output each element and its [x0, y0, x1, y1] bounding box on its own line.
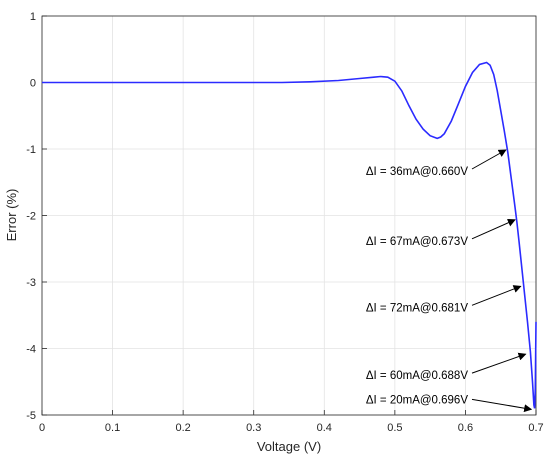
plot-frame [41, 15, 537, 416]
tick-labels: 0 0.1 0.2 0.3 0.4 0.5 0.6 0.7 1 0 -1 -2 -3 -4 -5 [26, 11, 543, 434]
x-tick-label: 0.1 [105, 422, 120, 434]
x-tick-label: 0.6 [458, 422, 473, 434]
annotation-label: ΔI = 72mA@0.681V [366, 302, 468, 314]
y-tick-label: -3 [26, 277, 36, 289]
x-tick-label: 0.5 [387, 422, 402, 434]
y-tick-label: -1 [26, 144, 36, 156]
y-axis-label: Error (%) [4, 189, 19, 242]
x-tick-label: 0.2 [175, 422, 190, 434]
annotation-arrow [471, 149, 507, 170]
annotation-label: ΔI = 67mA@0.673V [366, 236, 468, 248]
annotation-arrow [471, 352, 527, 374]
annotations: ΔI = 36mA@0.660V ΔI = 67mA@0.673V ΔI = 72m… [366, 149, 533, 413]
annotation-label: ΔI = 20mA@0.696V [366, 394, 468, 406]
y-tick-label: -4 [26, 344, 36, 356]
x-tick-label: 0.3 [246, 422, 261, 434]
y-tick-label: -2 [26, 211, 36, 223]
annotation-arrow [471, 218, 516, 240]
x-tick-label: 0.7 [528, 422, 543, 434]
y-tick-label: 0 [30, 78, 36, 90]
x-tick-label: 0 [39, 422, 45, 434]
annotation-label: ΔI = 60mA@0.688V [366, 370, 468, 382]
annotation-label: ΔI = 36mA@0.660V [366, 166, 468, 178]
annotation-arrow [471, 285, 522, 306]
error-curve [42, 61, 537, 409]
x-axis-label: Voltage (V) [257, 439, 321, 454]
x-tick-label: 0.4 [317, 422, 332, 434]
annotation-arrow [471, 398, 533, 413]
y-tick-label: 1 [30, 11, 36, 23]
y-tick-label: -5 [26, 410, 36, 422]
